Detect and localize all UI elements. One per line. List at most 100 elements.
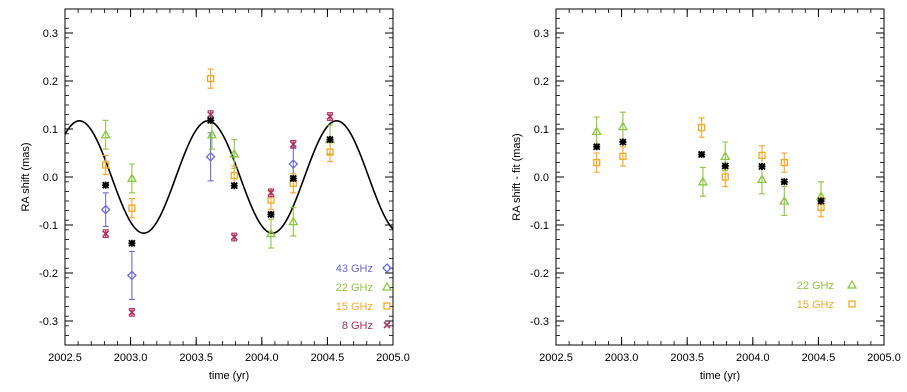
x-tick-label: 2002.5	[539, 352, 573, 364]
y-axis-title: RA shift (mas)	[20, 142, 32, 211]
x-tick-label: 2003.0	[605, 352, 639, 364]
data-point-22-ghz	[697, 176, 709, 186]
data-point-43-ghz	[126, 270, 137, 281]
x-tick-label: 2004.5	[802, 352, 836, 364]
data-point-combined	[326, 135, 334, 144]
x-tick-label: 2004.0	[736, 352, 770, 364]
data-point-15-ghz	[230, 171, 238, 180]
data-point-8-ghz	[207, 111, 215, 119]
error-bar-43-ghz	[102, 192, 109, 227]
x-tick-label: 2004.0	[245, 352, 279, 364]
y-tick-label: -0.2	[39, 268, 58, 280]
legend-label-15-ghz: 15 GHz	[336, 301, 373, 313]
data-point-22-ghz	[206, 129, 218, 139]
data-point-15-ghz	[697, 123, 706, 132]
data-point-combined	[206, 116, 215, 124]
data-point-8-ghz	[230, 233, 238, 241]
error-bar-15-ghz	[327, 141, 334, 163]
error-bar-15-ghz	[758, 145, 765, 166]
data-point-43-ghz	[100, 204, 111, 215]
x-tick-label: 2003.5	[670, 352, 704, 364]
error-bar-15-ghz	[698, 117, 705, 138]
data-point-combined	[817, 197, 825, 205]
data-point-combined	[102, 181, 110, 189]
data-point-22-ghz	[100, 129, 111, 139]
legend-label-22-ghz: 22 GHz	[797, 280, 834, 292]
y-tick-label: 0.1	[534, 124, 549, 136]
legend-label-8-ghz: 8 GHz	[342, 320, 373, 332]
data-point-combined	[128, 239, 136, 247]
data-point-22-ghz	[720, 151, 731, 161]
y-tick-label: 0.3	[534, 28, 549, 40]
data-point-combined	[230, 182, 238, 190]
data-point-22-ghz	[126, 173, 138, 183]
data-point-combined	[593, 143, 601, 151]
data-point-22-ghz	[779, 195, 790, 205]
error-bar-15-ghz	[128, 198, 135, 219]
data-point-15-ghz	[326, 148, 334, 156]
data-point-22-ghz	[756, 174, 768, 184]
x-axis-title: time (yr)	[700, 370, 740, 382]
legend-marker-15-ghz	[848, 300, 856, 308]
data-point-43-ghz	[288, 159, 299, 169]
x-tick-label: 2003.0	[114, 352, 148, 364]
data-point-15-ghz	[758, 151, 766, 160]
data-point-15-ghz	[206, 74, 215, 83]
data-point-22-ghz	[288, 216, 299, 226]
error-bar-15-ghz	[207, 68, 214, 89]
error-bar-15-ghz	[781, 152, 788, 173]
legend-marker-43-ghz	[382, 263, 392, 273]
x-tick-label: 2004.5	[311, 352, 345, 364]
data-point-15-ghz	[102, 161, 110, 169]
error-bar-15-ghz	[102, 154, 109, 176]
y-tick-label: 0.2	[43, 76, 58, 88]
data-point-combined	[619, 138, 627, 146]
y-tick-label: 0.1	[43, 124, 58, 136]
data-point-15-ghz	[619, 152, 627, 161]
error-bar-22-ghz	[267, 218, 274, 249]
y-tick-label: 0.2	[534, 76, 549, 88]
error-bar-22-ghz	[699, 166, 706, 197]
data-point-15-ghz	[780, 158, 788, 167]
data-point-combined	[289, 174, 297, 183]
data-point-8-ghz	[102, 230, 110, 238]
data-point-8-ghz	[267, 189, 275, 197]
data-point-15-ghz	[721, 173, 729, 181]
error-bar-43-ghz	[128, 250, 135, 300]
data-point-22-ghz	[591, 126, 602, 136]
data-point-8-ghz	[289, 140, 297, 148]
error-bar-15-ghz	[619, 146, 626, 167]
error-bar-22-ghz	[290, 206, 297, 237]
error-bar-22-ghz	[102, 119, 109, 150]
y-tick-label: 0.0	[534, 172, 549, 184]
y-tick-label: -0.2	[530, 268, 549, 280]
data-point-8-ghz	[326, 112, 334, 121]
error-bar-43-ghz	[207, 132, 214, 182]
data-point-combined	[721, 162, 729, 170]
legend-marker-22-ghz	[846, 279, 858, 289]
error-bar-22-ghz	[781, 186, 788, 216]
left-panel-ra-shift: 2002.5 2003.0 2003.5 2004.0 2004.5 2005.0 -0.3…	[20, 8, 410, 382]
sinusoid-fit-curve	[65, 120, 393, 234]
legend-marker-15-ghz	[383, 302, 391, 310]
data-point-combined	[697, 150, 706, 159]
y-tick-label: -0.1	[39, 220, 58, 232]
x-tick-label: 2003.5	[179, 352, 213, 364]
x-tick-label: 2005.0	[376, 352, 410, 364]
x-tick-label: 2002.5	[48, 352, 82, 364]
legend-marker-22-ghz	[381, 281, 393, 291]
y-tick-label: 0.3	[43, 28, 58, 40]
y-tick-label: -0.3	[530, 316, 549, 328]
legend-marker-8-ghz	[383, 321, 391, 329]
data-point-22-ghz	[229, 148, 240, 158]
data-point-22-ghz	[265, 228, 277, 238]
data-point-combined	[267, 210, 275, 219]
legend-label-43-ghz: 43 GHz	[336, 263, 373, 275]
data-point-combined	[780, 178, 788, 186]
error-bar-15-ghz	[593, 152, 600, 173]
data-point-15-ghz	[593, 158, 601, 167]
plot-frame	[555, 8, 885, 346]
data-point-43-ghz	[205, 151, 216, 162]
legend-label-15-ghz: 15 GHz	[797, 299, 834, 311]
